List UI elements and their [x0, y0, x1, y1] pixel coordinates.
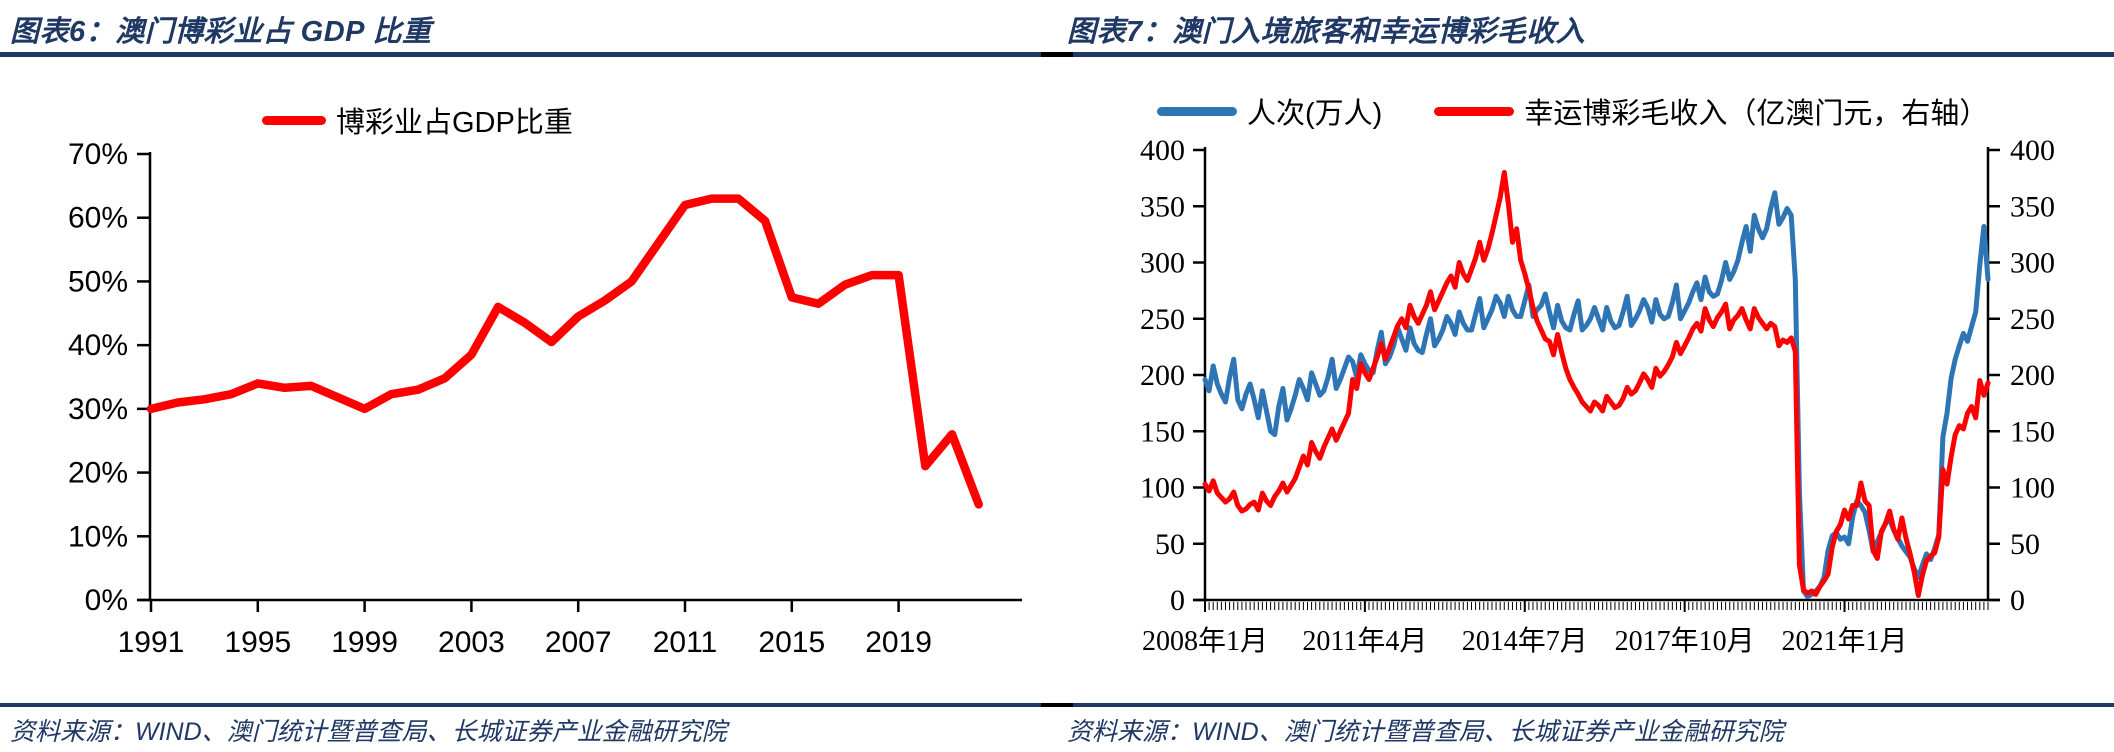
x-axis-tick-label: 2015 — [758, 626, 825, 659]
left-y-axis-tick-label: 400 — [1140, 134, 1185, 167]
left-y-axis-tick-label: 150 — [1140, 415, 1185, 448]
x-axis-tick-label: 1995 — [224, 626, 291, 659]
left-y-axis-tick-label: 0 — [1170, 584, 1185, 617]
legend-item-ggr: 幸运博彩毛收入（亿澳门元，右轴） — [1434, 90, 1988, 132]
right-y-axis-tick-label: 350 — [2010, 190, 2055, 223]
legend-label-gdp-share: 博彩业占GDP比重 — [336, 107, 573, 139]
x-axis-tick-label: 2003 — [438, 626, 505, 659]
gdp-share-chart: 70% 60% 50% 40% 30% 20% 10% 0% 1991 1995 1999 2003 2… — [68, 138, 1022, 659]
figure-7-title-rule — [1057, 52, 2114, 57]
figure-6-bottom-rule — [0, 703, 1057, 707]
left-y-axis-tick-label: 250 — [1140, 303, 1185, 336]
y-axis-tick-label: 40% — [68, 329, 128, 362]
y-axis-tick-label: 60% — [68, 202, 128, 235]
x-axis-tick-label: 2011 — [653, 626, 718, 659]
blue-line-swatch — [1157, 106, 1237, 116]
figure-7-bottom-rule — [1057, 703, 2114, 707]
x-axis-tick-label: 2007 — [545, 626, 612, 659]
red-line-swatch — [262, 115, 326, 125]
legend-item-visitors: 人次(万人) — [1157, 90, 1382, 132]
figure-7-title: 图表7：澳门入境旅客和幸运博彩毛收入 — [1067, 16, 1586, 48]
figure-7-panel: 图表7：澳门入境旅客和幸运博彩毛收入 人次(万人) 幸运博彩毛收入（亿澳门元，右… — [1057, 0, 2114, 752]
y-axis-tick-label: 20% — [68, 457, 128, 490]
visitors-ggr-chart-legend: 人次(万人) 幸运博彩毛收入（亿澳门元，右轴） — [1157, 90, 1988, 132]
right-y-axis-tick-label: 0 — [2010, 584, 2025, 617]
x-axis-tick-label: 2014年7月 — [1462, 625, 1588, 657]
red-line-swatch — [1434, 106, 1515, 116]
left-y-axis-tick-label: 350 — [1140, 190, 1185, 223]
right-y-axis-tick-label: 250 — [2010, 303, 2055, 336]
right-y-axis-tick-label: 200 — [2010, 359, 2055, 392]
x-axis-tick-label: 1991 — [118, 626, 185, 659]
x-axis-tick-label: 2008年1月 — [1142, 625, 1268, 657]
left-y-axis-tick-label: 200 — [1140, 359, 1185, 392]
legend-label-ggr: 幸运博彩毛收入（亿澳门元，右轴） — [1524, 98, 1989, 130]
x-axis-tick-label: 2017年10月 — [1615, 625, 1755, 657]
figure-6-panel: 图表6：澳门博彩业占 GDP 比重 博彩业占GDP比重 70% 60% 50% 40%… — [0, 16, 1057, 746]
figure-6-title: 图表6：澳门博彩业占 GDP 比重 — [10, 16, 432, 48]
x-axis-tick-label: 2019 — [865, 626, 932, 659]
gdp-share-line — [146, 194, 983, 509]
legend-label-visitors: 人次(万人) — [1247, 98, 1383, 130]
x-axis-tick-label: 1999 — [331, 626, 398, 659]
y-axis-tick-label: 0% — [85, 584, 128, 617]
left-y-axis-tick-label: 50 — [1155, 528, 1185, 561]
y-axis-tick-label: 50% — [68, 265, 128, 298]
y-axis-tick-label: 70% — [68, 138, 128, 171]
right-y-axis-tick-label: 400 — [2010, 134, 2055, 167]
right-y-axis-tick-label: 300 — [2010, 247, 2055, 280]
left-y-axis-tick-label: 300 — [1140, 247, 1185, 280]
right-y-axis-tick-label: 50 — [2010, 528, 2040, 561]
legend-item-gdp-share: 博彩业占GDP比重 — [262, 99, 573, 141]
figure-6-title-rule — [0, 52, 1057, 57]
right-y-axis-tick-label: 150 — [2010, 415, 2055, 448]
figure-6-source: 资料来源：WIND、澳门统计暨普查局、长城证券产业金融研究院 — [10, 718, 727, 746]
visitors-ggr-chart: 400 400 350 350 300 300 250 250 200 200 150 150 100 1… — [1140, 134, 2055, 657]
y-axis-tick-label: 30% — [68, 393, 128, 426]
right-y-axis-tick-label: 100 — [2010, 472, 2055, 505]
left-y-axis-tick-label: 100 — [1140, 472, 1185, 505]
y-axis-tick-label: 10% — [68, 520, 128, 553]
gdp-chart-legend: 博彩业占GDP比重 — [262, 99, 573, 141]
ggr-line — [1202, 170, 1991, 598]
x-axis-tick-label: 2021年1月 — [1782, 625, 1908, 657]
x-axis-tick-label: 2011年4月 — [1302, 625, 1427, 657]
figure-7-source: 资料来源：WIND、澳门统计暨普查局、长城证券产业金融研究院 — [1067, 718, 1784, 746]
